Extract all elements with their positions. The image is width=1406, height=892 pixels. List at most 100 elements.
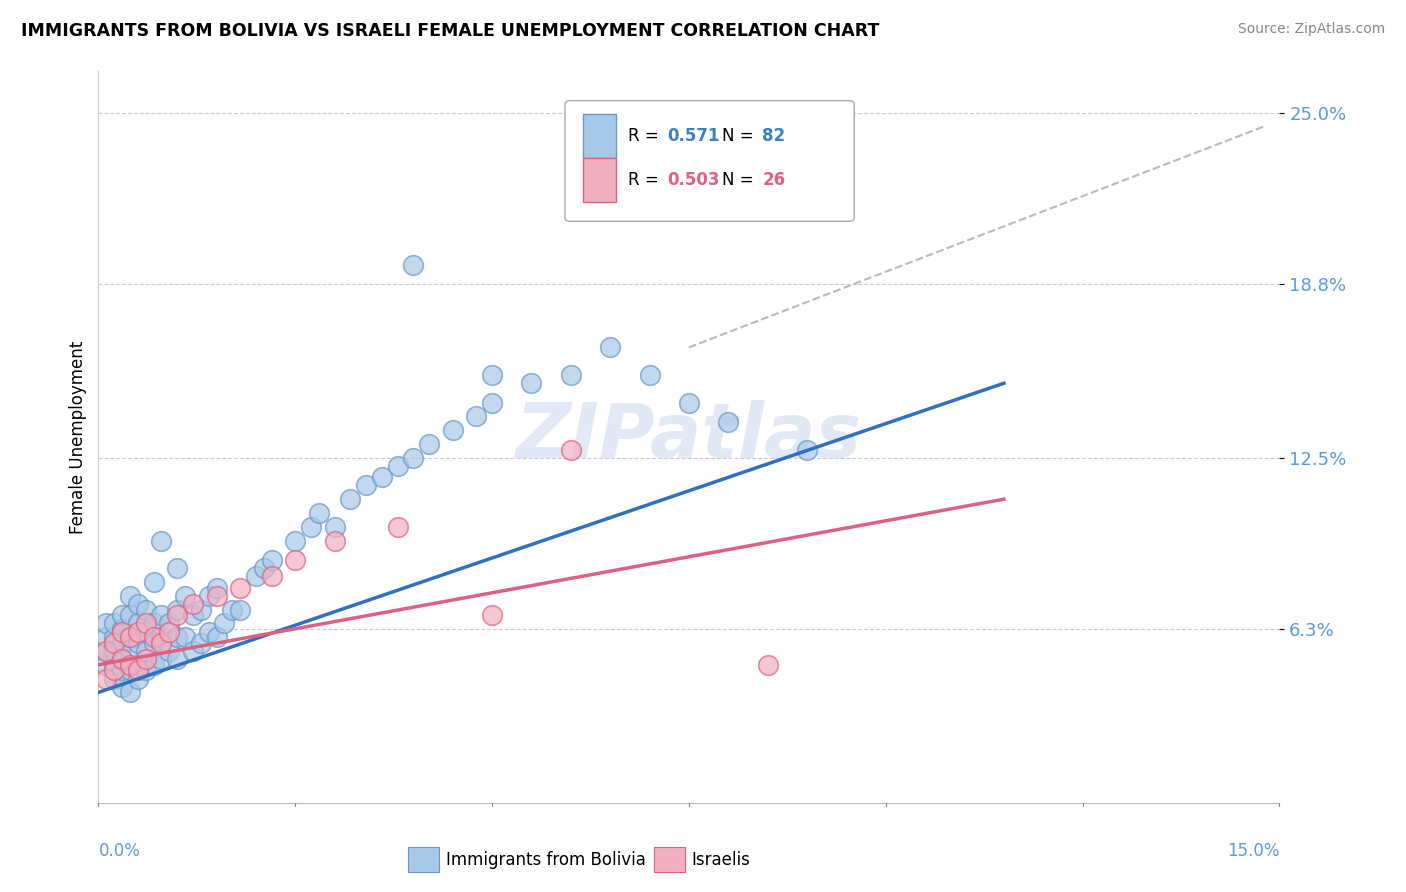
Point [103, 672, 125, 686]
Point [229, 602, 252, 616]
Text: N =: N = [723, 170, 759, 188]
Point [111, 636, 134, 650]
Point [96, 657, 118, 672]
Point [135, 602, 157, 616]
Point [127, 624, 149, 639]
Point [157, 624, 180, 639]
Point [111, 608, 134, 623]
Point [190, 636, 212, 650]
Point [135, 616, 157, 631]
Point [127, 657, 149, 672]
Point [111, 680, 134, 694]
Point [229, 581, 252, 595]
Point [339, 492, 361, 507]
Point [142, 616, 165, 631]
Text: 15.0%: 15.0% [1227, 842, 1279, 860]
Point [103, 630, 125, 644]
Point [260, 569, 283, 583]
Point [96, 616, 118, 631]
Point [371, 470, 394, 484]
Point [150, 636, 173, 650]
Point [190, 602, 212, 616]
Point [166, 561, 188, 575]
Text: 0.571: 0.571 [668, 127, 720, 145]
Point [96, 672, 118, 686]
Point [127, 597, 149, 611]
Point [323, 520, 346, 534]
Text: 82: 82 [762, 127, 786, 145]
Point [181, 644, 204, 658]
Point [387, 458, 409, 473]
Point [253, 561, 276, 575]
Point [560, 368, 582, 382]
Point [135, 644, 157, 658]
Point [678, 395, 700, 409]
Point [717, 415, 740, 429]
Point [205, 589, 228, 603]
Point [127, 616, 149, 631]
Point [205, 581, 228, 595]
Point [150, 608, 173, 623]
Point [127, 672, 149, 686]
Point [142, 636, 165, 650]
Point [103, 663, 125, 677]
Point [118, 630, 141, 644]
Point [441, 423, 464, 437]
Point [166, 602, 188, 616]
Point [481, 395, 503, 409]
Point [166, 652, 188, 666]
Point [142, 574, 165, 589]
Point [756, 657, 779, 672]
Point [174, 630, 197, 644]
Point [118, 685, 141, 699]
Point [221, 602, 243, 616]
Point [166, 608, 188, 623]
Point [197, 624, 219, 639]
Point [387, 520, 409, 534]
Text: ZIPatlas: ZIPatlas [516, 401, 862, 474]
Point [418, 437, 440, 451]
Point [284, 553, 307, 567]
Point [157, 616, 180, 631]
Point [111, 622, 134, 636]
Point [96, 630, 118, 644]
Point [323, 533, 346, 548]
Point [111, 652, 134, 666]
Point [308, 506, 330, 520]
Point [638, 368, 661, 382]
Point [111, 652, 134, 666]
Point [402, 450, 425, 465]
Point [299, 520, 322, 534]
Text: 26: 26 [762, 170, 786, 188]
Point [142, 630, 165, 644]
Point [465, 409, 488, 424]
Point [354, 478, 377, 492]
FancyBboxPatch shape [565, 101, 855, 221]
Point [135, 663, 157, 677]
Point [135, 652, 157, 666]
Text: 0.0%: 0.0% [98, 842, 141, 860]
Text: R =: R = [627, 170, 664, 188]
Bar [582, 158, 616, 202]
Text: IMMIGRANTS FROM BOLIVIA VS ISRAELI FEMALE UNEMPLOYMENT CORRELATION CHART: IMMIGRANTS FROM BOLIVIA VS ISRAELI FEMAL… [21, 22, 880, 40]
Point [205, 630, 228, 644]
Text: R =: R = [627, 127, 664, 145]
Point [118, 657, 141, 672]
Point [284, 533, 307, 548]
Point [96, 644, 118, 658]
Point [127, 663, 149, 677]
Point [103, 616, 125, 631]
Point [118, 608, 141, 623]
Point [166, 630, 188, 644]
Point [150, 533, 173, 548]
Point [118, 630, 141, 644]
Point [181, 608, 204, 623]
Point [103, 657, 125, 672]
Point [103, 644, 125, 658]
Point [481, 608, 503, 623]
Point [157, 644, 180, 658]
Point [135, 624, 157, 639]
Point [520, 376, 543, 391]
Point [260, 553, 283, 567]
Point [111, 624, 134, 639]
